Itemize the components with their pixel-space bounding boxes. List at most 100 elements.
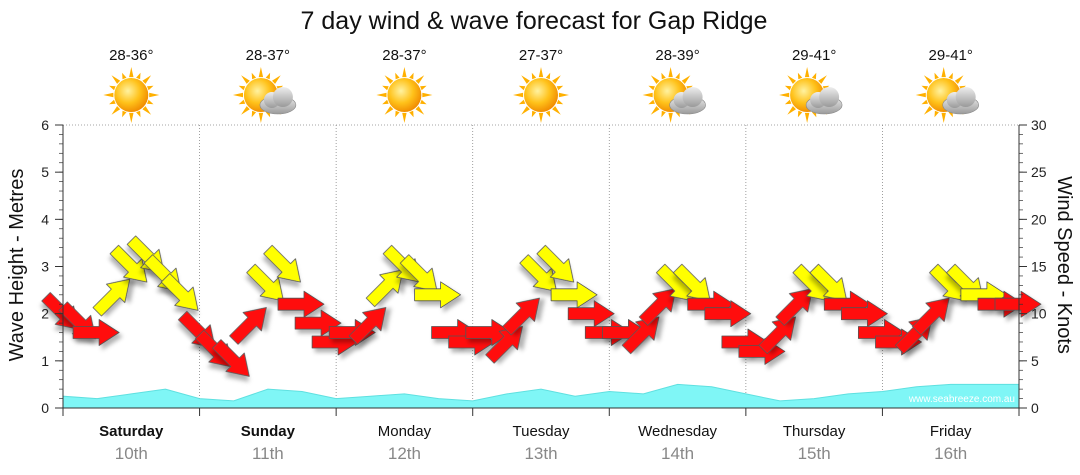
sun-ray	[265, 72, 271, 80]
sun-ray	[402, 67, 407, 78]
left-tick-label: 5	[41, 164, 49, 180]
wind-arrow	[638, 288, 677, 326]
temperature-range: 28-37°	[382, 47, 426, 64]
day-column: 29-41° Friday 16th	[915, 47, 980, 463]
sun-ray	[258, 67, 264, 78]
day-label: Wednesday	[638, 423, 717, 440]
wind-arrow	[621, 316, 660, 355]
wind-arrow	[550, 281, 598, 309]
sun-ray	[258, 112, 264, 123]
axes: 0 1 2 3 4 5 6 0 5 10 15 20 25 30	[41, 117, 1047, 416]
watermark: www.seabreeze.com.au	[908, 394, 1015, 405]
sun-ray	[420, 99, 427, 105]
wind-arrow	[72, 319, 120, 346]
sun-ray	[232, 92, 243, 98]
wind-arrow	[502, 297, 540, 336]
sun-ray	[650, 106, 660, 115]
right-tick-label: 20	[1031, 211, 1047, 227]
wind-arrow-shape	[92, 278, 131, 317]
sun-ray	[109, 85, 116, 91]
sun-ray	[818, 75, 827, 84]
day-column: 28-37° Monday 12th	[376, 47, 433, 463]
day-column: 28-36° Saturday 10th	[99, 47, 164, 463]
wind-arrows	[41, 235, 1042, 377]
sun-shape	[103, 67, 160, 123]
wind-arrow-shape	[841, 300, 888, 328]
date-label: 12th	[388, 444, 421, 463]
sun-ray	[409, 72, 414, 80]
date-label: 14th	[661, 444, 694, 463]
sun-ray	[402, 112, 407, 123]
wind-arrow	[246, 263, 284, 302]
sun-ray	[934, 110, 939, 118]
wind-arrow	[994, 290, 1042, 318]
sun-ray	[787, 106, 796, 115]
right-axis-title: Wind Speed - Knots	[1053, 176, 1075, 354]
sun-ray	[784, 85, 792, 91]
sun-ray	[552, 106, 561, 115]
wind-arrow	[704, 300, 752, 328]
sun-ray	[675, 72, 680, 80]
cloud-puff	[682, 87, 703, 107]
sun-ray	[941, 67, 946, 78]
wind-arrow-shape	[758, 316, 796, 355]
sun-ray	[122, 110, 127, 118]
sun-ray	[668, 67, 673, 78]
wind-arrow	[160, 273, 199, 311]
sun-ray	[241, 75, 250, 84]
wind-arrow	[841, 300, 888, 328]
right-tick-label: 25	[1031, 164, 1047, 180]
sun-ray	[272, 75, 281, 84]
sun-ray	[376, 92, 387, 98]
sun-ray	[111, 106, 121, 115]
cloud-puff	[819, 87, 840, 107]
sun-ray	[681, 75, 691, 84]
wind-arrow-shape	[567, 300, 615, 328]
sun-ray	[558, 92, 569, 98]
sun-ray	[149, 92, 160, 98]
sun-ray	[251, 72, 257, 80]
sun-ray	[915, 92, 926, 98]
sun-ray	[395, 110, 400, 118]
wind-arrow	[911, 297, 950, 336]
left-axis-title: Wave Height - Metres	[6, 169, 28, 362]
wind-arrow	[758, 316, 796, 355]
sun-ray	[538, 67, 544, 78]
wind-arrow-shape	[109, 244, 148, 283]
sun-ray	[111, 75, 121, 84]
day-label: Friday	[930, 423, 972, 440]
sun-ray	[420, 85, 427, 91]
cloud-puff	[955, 87, 976, 107]
wind-arrow-shape	[365, 269, 404, 308]
sun-ray	[513, 92, 524, 98]
wind-arrow-shape	[72, 319, 120, 346]
sun-ray	[797, 110, 803, 118]
temperature-range: 29-41°	[792, 47, 836, 64]
sun-ray	[415, 106, 425, 115]
sun-ray	[941, 112, 946, 123]
sun-ray	[238, 85, 246, 91]
sun-ray	[136, 110, 141, 118]
sun-ray	[241, 106, 250, 115]
sun-ray	[934, 72, 939, 80]
chart-title: 7 day wind & wave forecast for Gap Ridge	[301, 7, 768, 35]
sun-cloud-icon	[915, 67, 980, 123]
sun-ray	[409, 110, 414, 118]
day-label: Monday	[378, 423, 432, 440]
day-column: 28-37° Sunday 11th	[232, 47, 297, 463]
wind-arrow-shape	[621, 316, 660, 355]
sun-cloud-icon	[232, 67, 297, 123]
left-tick-label: 6	[41, 117, 49, 133]
sun-ray	[415, 75, 425, 84]
left-tick-label: 0	[41, 400, 49, 416]
wind-arrow-shape	[519, 254, 557, 292]
sun-ray	[804, 67, 810, 78]
day-label: Saturday	[99, 423, 164, 440]
sun-ray	[122, 72, 127, 80]
right-tick-label: 15	[1031, 259, 1047, 275]
cloud-shape	[259, 87, 297, 115]
temperature-range: 29-41°	[929, 47, 973, 64]
sun-ray	[521, 106, 530, 115]
sun-ray	[382, 85, 389, 91]
sun-ray	[142, 75, 152, 84]
